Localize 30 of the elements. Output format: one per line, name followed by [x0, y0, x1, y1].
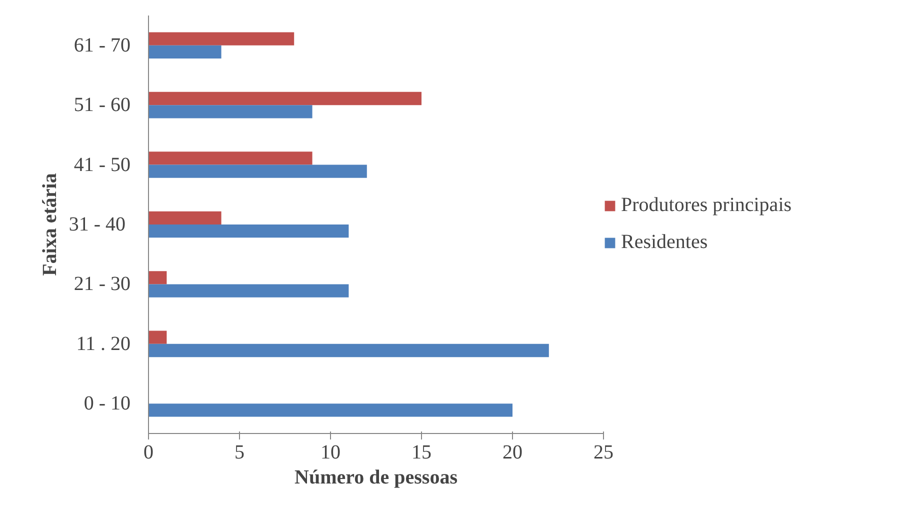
x-tick-label: 10 [320, 442, 340, 464]
x-tick-label: 0 [144, 442, 154, 464]
y-tick-label: 11 . 20 [76, 332, 131, 355]
bar [148, 92, 422, 106]
bar [148, 152, 312, 165]
y-tick-label: 41 - 50 [74, 154, 131, 176]
bar [148, 32, 294, 46]
bar [148, 164, 367, 178]
bar [148, 45, 222, 58]
bar [148, 330, 167, 344]
x-tick-label: 15 [412, 442, 432, 464]
y-tick-label: 31 - 40 [68, 214, 126, 236]
y-tick-label: 21 - 30 [74, 273, 131, 296]
x-tick-label: 25 [594, 442, 614, 464]
y-tick-label: 61 - 70 [74, 34, 131, 56]
y-axis-title: Faixa etária [38, 173, 61, 276]
x-tick-label: 20 [502, 442, 522, 464]
bar [148, 404, 512, 417]
bar [148, 284, 349, 298]
bar [148, 271, 167, 284]
bar [148, 224, 349, 238]
legend-label: Produtores principais [621, 194, 792, 217]
y-tick-label: 0 - 10 [84, 392, 131, 415]
bar [148, 105, 312, 118]
x-tick-label: 5 [234, 442, 244, 464]
x-axis-title: Número de pessoas [294, 466, 458, 488]
bar [148, 211, 222, 224]
y-tick-label: 51 - 60 [74, 94, 131, 116]
legend-label: Residentes [621, 231, 708, 254]
bar [148, 344, 549, 358]
